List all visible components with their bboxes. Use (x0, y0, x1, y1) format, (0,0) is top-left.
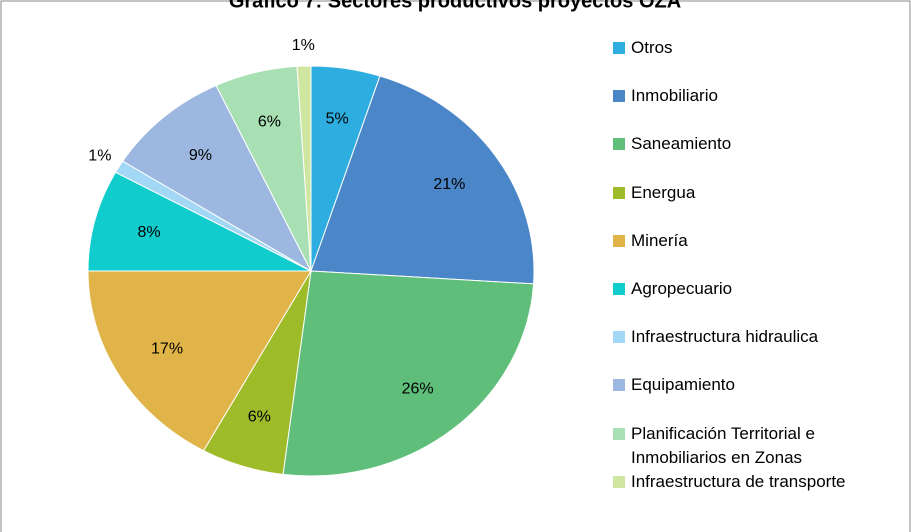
legend-label: Planificación Territorial e Inmobiliario… (631, 423, 815, 467)
data-label: 21% (433, 176, 465, 193)
pie-slice (121, 84, 313, 273)
legend-swatch (613, 379, 625, 392)
legend-label: Energua (631, 182, 696, 202)
chart-title: Gráfico 7: Sectores productivos proyecto… (229, 0, 681, 12)
legend-item: Planificación Territorial e Inmobiliario… (613, 422, 875, 470)
legend-item: Saneamiento (613, 132, 875, 156)
legend-item: Inmobiliario (613, 84, 875, 108)
data-label: 8% (137, 224, 160, 241)
data-label: 1% (88, 147, 111, 164)
data-label: 17% (151, 340, 183, 357)
legend-swatch (613, 138, 625, 151)
pie-slice (310, 75, 535, 285)
data-label: 6% (258, 113, 281, 130)
legend-label: Saneamiento (631, 134, 732, 154)
data-label: 5% (326, 110, 349, 127)
legend-swatch (613, 283, 625, 295)
legend-item: Energua (613, 181, 875, 205)
legend-label: Infraestructura de transporte (631, 471, 846, 491)
data-label: 1% (292, 37, 315, 54)
legend-item: Infraestructura de transporte (613, 470, 875, 494)
legend-swatch (613, 42, 625, 54)
data-label: 9% (189, 147, 212, 164)
legend-item: Otros (613, 36, 875, 60)
pie-slice (87, 270, 312, 452)
legend-swatch (613, 90, 625, 103)
legend-item: Minería (613, 229, 875, 253)
legend-label: Otros (631, 38, 673, 57)
data-label: 26% (402, 381, 434, 398)
legend-label: Inmobiliario (631, 86, 718, 106)
legend-item: Agropecuario (613, 277, 875, 301)
data-label: 6% (248, 408, 271, 425)
legend-label: Equipamiento (631, 375, 735, 395)
legend-item: Equipamiento (613, 373, 875, 397)
legend-label: Infraestructura hidraulica (631, 327, 819, 347)
legend-label: Minería (631, 230, 688, 250)
legend-swatch (613, 186, 625, 199)
pie-slice (87, 171, 312, 272)
legend-swatch (613, 475, 625, 488)
pie-slice (282, 270, 535, 477)
legend-label: Agropecuario (631, 279, 733, 298)
pie-slice (296, 65, 312, 272)
legend-item: Infraestructura hidraulica (613, 325, 875, 349)
legend-swatch (613, 331, 625, 344)
legend-swatch (613, 427, 625, 440)
legend-swatch (613, 234, 625, 247)
